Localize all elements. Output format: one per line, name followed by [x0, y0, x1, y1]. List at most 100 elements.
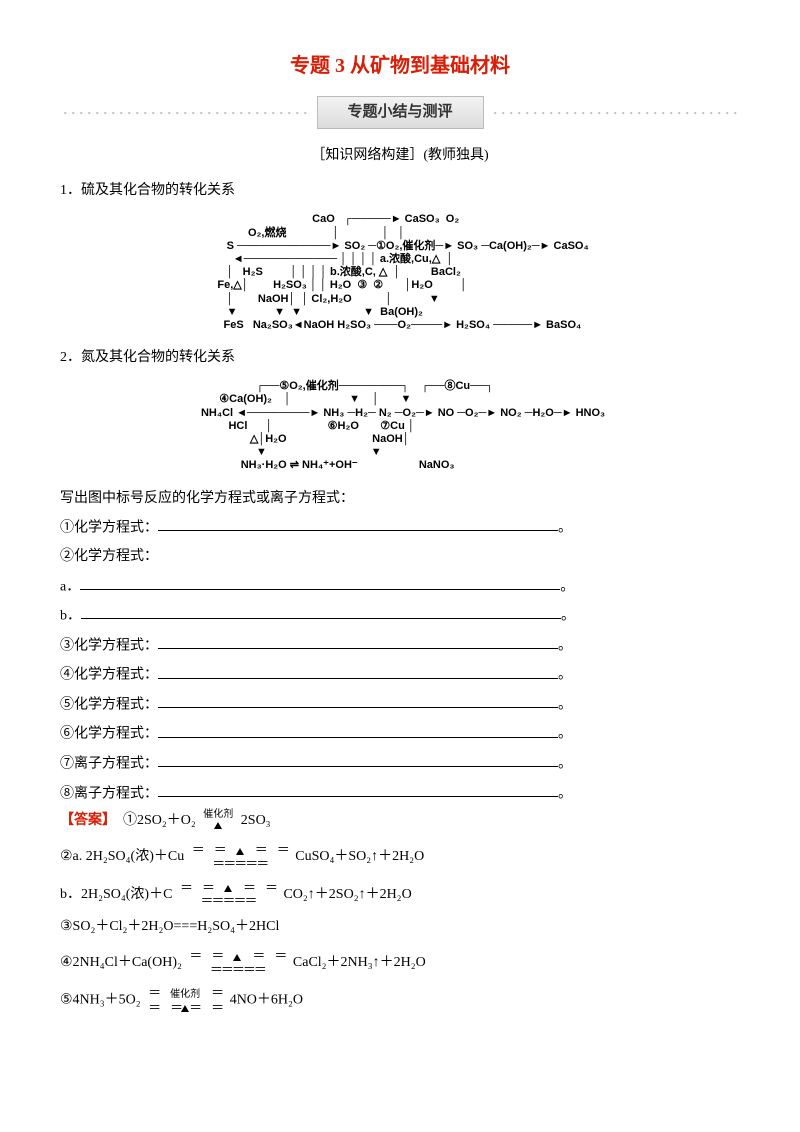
reaction-condition-icon: ＝ ＝ ＝ ＝ ＝＝＝＝＝ — [192, 843, 288, 870]
equals-bot: ＝ ＝＝ ＝ — [148, 1001, 222, 1015]
instruction: 写出图中标号反应的化学方程式或离子方程式： — [60, 486, 740, 511]
ans2b-pre: b．2H₂SO₄(浓)＋C — [60, 886, 172, 901]
diagram2-line: ④Ca(OH)₂ │ ▼ │ ▼ — [195, 393, 605, 406]
q1-label: ①化学方程式： — [60, 520, 158, 535]
diagram2-line: ▼ ▼ — [195, 446, 605, 459]
blank-line[interactable] — [158, 662, 558, 678]
question-2: ②化学方程式： — [60, 544, 740, 569]
diagram1-line: │ NaOH│ │ Cl₂,H₂O │ ▼ — [211, 293, 588, 306]
question-4: ④化学方程式： 。 — [60, 662, 740, 688]
page: 专题 3 从矿物到基础材料 专题小结与测评 ［知识网络构建］(教师独具) 1．硫… — [0, 0, 800, 1132]
equals-bot: ＝＝＝＝＝ — [200, 894, 255, 908]
topic-title: 专题 3 从矿物到基础材料 — [60, 48, 740, 84]
period: 。 — [558, 668, 572, 683]
ans1-post: 2SO₃ — [241, 813, 271, 828]
equals-bot: ＝＝＝＝＝ — [210, 963, 265, 977]
blank-line[interactable] — [80, 574, 560, 590]
question-6: ⑥化学方程式： 。 — [60, 721, 740, 747]
answer-4: ④2NH₄Cl＋Ca(OH)₂ ＝ ＝ ＝ ＝ ＝＝＝＝＝ CaCl₂＋2NH₃… — [60, 949, 740, 976]
diagram1-line: ◄──────────── │ │ │ │ a.浓酸,Cu,△ │ — [211, 253, 588, 266]
ans4-post: CaCl₂＋2NH₃↑＋2H₂O — [293, 955, 426, 970]
ans2a-post: CuSO₄＋SO₂↑＋2H₂O — [295, 849, 424, 864]
period: 。 — [558, 786, 572, 801]
heat-triangle-icon — [181, 1005, 189, 1012]
banner-label: 专题小结与测评 — [317, 96, 484, 129]
ans5-post: 4NO＋6H₂O — [230, 993, 303, 1008]
question-5: ⑤化学方程式： 。 — [60, 692, 740, 718]
answer-1: 【答案】 ①2SO₂＋O₂ 催化剂 2SO₃ — [60, 808, 740, 833]
blank-line[interactable] — [158, 692, 558, 708]
period: 。 — [558, 520, 572, 535]
diagram2-line: NH₃·H₂O ⇌ NH₄⁺+OH⁻ NaNO₃ — [195, 459, 605, 472]
ans5-pre: ⑤4NH₃＋5O₂ — [60, 993, 141, 1008]
blank-line[interactable] — [158, 515, 558, 531]
blank-line[interactable] — [158, 751, 558, 767]
reaction-condition-icon: ＝ 催化剂 ＝ ＝ ＝＝ ＝ — [148, 986, 222, 1014]
equals-bot: ＝＝＝＝＝ — [212, 857, 267, 871]
diagram1-line: ▼ ▼ ▼ ▼ Ba(OH)₂ — [211, 306, 588, 319]
period: 。 — [558, 756, 572, 771]
period: 。 — [558, 697, 572, 712]
ans1-pre: ①2SO₂＋O₂ — [109, 813, 196, 828]
answer-3: ③SO₂＋Cl₂＋2H₂O===H₂SO₄＋2HCl — [60, 914, 740, 939]
diagram1-line: │ H₂S │ │ │ │ b.浓酸,C, △ │ BaCl₂ — [211, 266, 588, 279]
section2-title: 2．氮及其化合物的转化关系 — [60, 345, 740, 370]
ans2a-pre: ②a. 2H₂SO₄(浓)＋Cu — [60, 849, 184, 864]
diagram2-line: HCl │ ⑥H₂O ⑦Cu │ — [195, 420, 605, 433]
period: 。 — [560, 579, 574, 594]
equals-top: ＝ ＝ ＝ ＝ — [192, 843, 288, 857]
heat-triangle-icon — [236, 848, 244, 855]
reaction-condition-icon: ＝ ＝ ＝ ＝ ＝＝＝＝＝ — [180, 881, 276, 908]
ans4-pre: ④2NH₄Cl＋Ca(OH)₂ — [60, 955, 182, 970]
q3-label: ③化学方程式： — [60, 638, 158, 653]
period: 。 — [561, 608, 575, 623]
question-3: ③化学方程式：。 — [60, 633, 740, 659]
diagram1-line: FeS Na₂SO₃◄NaOH H₂SO₃ ───O₂────► H₂SO₄ ─… — [211, 319, 588, 332]
catalyst-label: 催化剂 — [170, 989, 200, 1000]
q6-label: ⑥化学方程式： — [60, 727, 158, 742]
answer-2b: b．2H₂SO₄(浓)＋C ＝ ＝ ＝ ＝ ＝＝＝＝＝ CO₂↑＋2SO₂↑＋2… — [60, 881, 740, 908]
q4-label: ④化学方程式： — [60, 668, 158, 683]
q2b-label: b． — [60, 608, 81, 623]
sulfur-diagram: CaO ┌─────► CaSO₃ O₂ O₂,燃烧 │ │ │ S ─────… — [203, 209, 596, 336]
equals-top: ＝ ＝ ＝ ＝ — [180, 881, 276, 895]
blank-line[interactable] — [158, 721, 558, 737]
reaction-condition-icon: 催化剂 — [203, 810, 233, 832]
diagram-1-wrap: CaO ┌─────► CaSO₃ O₂ O₂,燃烧 │ │ │ S ─────… — [60, 209, 740, 337]
diagram2-line: △│H₂O NaOH│ — [195, 433, 605, 446]
section1-title: 1．硫及其化合物的转化关系 — [60, 178, 740, 203]
heat-triangle-icon — [233, 954, 241, 961]
equals-top: ＝ 催化剂 ＝ — [148, 986, 222, 1001]
question-2b: b． 。 — [60, 603, 740, 629]
equals-top: ＝ ＝ ＝ ＝ — [189, 949, 285, 963]
question-7: ⑦离子方程式： 。 — [60, 751, 740, 777]
heat-triangle-icon — [214, 822, 222, 829]
blank-line[interactable] — [158, 781, 558, 797]
answer-2a: ②a. 2H₂SO₄(浓)＋Cu ＝ ＝ ＝ ＝ ＝＝＝＝＝ CuSO₄＋SO₂… — [60, 843, 740, 870]
diagram-2-wrap: ┌──⑤O₂,催化剂────────┐ ┌──⑧Cu──┐ ④Ca(OH)₂ │… — [60, 376, 740, 477]
diagram1-line: CaO ┌─────► CaSO₃ O₂ — [211, 213, 588, 226]
question-2a: a．。 — [60, 574, 740, 600]
diagram2-line: NH₄Cl ◄────────► NH₃ ─H₂─ N₂ ─O₂─► NO ─O… — [195, 407, 605, 420]
answer-key-label: 【答案】 — [60, 813, 109, 828]
blank-line[interactable] — [158, 633, 558, 649]
question-1: ①化学方程式： 。 — [60, 515, 740, 541]
diagram1-line: S ────────────► SO₂ ─①O₂,催化剂─► SO₃ ─Ca(O… — [211, 240, 588, 253]
catalyst-label: 催化剂 — [203, 810, 233, 821]
q7-label: ⑦离子方程式： — [60, 756, 158, 771]
blank-line[interactable] — [81, 603, 561, 619]
subheader: ［知识网络构建］(教师独具) — [60, 143, 740, 168]
banner-dots-left — [60, 112, 311, 114]
banner: 专题小结与测评 — [60, 96, 740, 129]
q8-label: ⑧离子方程式： — [60, 786, 158, 801]
diagram2-line: ┌──⑤O₂,催化剂────────┐ ┌──⑧Cu──┐ — [195, 380, 605, 393]
heat-triangle-icon — [224, 885, 232, 892]
answer-5: ⑤4NH₃＋5O₂ ＝ 催化剂 ＝ ＝ ＝＝ ＝ 4NO＋6H₂O — [60, 986, 740, 1014]
diagram1-line: Fe,△│ H₂SO₃ │ │ H₂O ③ ② │H₂O │ — [211, 279, 588, 292]
period: 。 — [558, 727, 572, 742]
banner-dots-right — [490, 112, 741, 114]
diagram1-line: O₂,燃烧 │ │ │ — [211, 227, 588, 240]
q5-label: ⑤化学方程式： — [60, 697, 158, 712]
question-8: ⑧离子方程式： 。 — [60, 781, 740, 807]
reaction-condition-icon: ＝ ＝ ＝ ＝ ＝＝＝＝＝ — [189, 949, 285, 976]
